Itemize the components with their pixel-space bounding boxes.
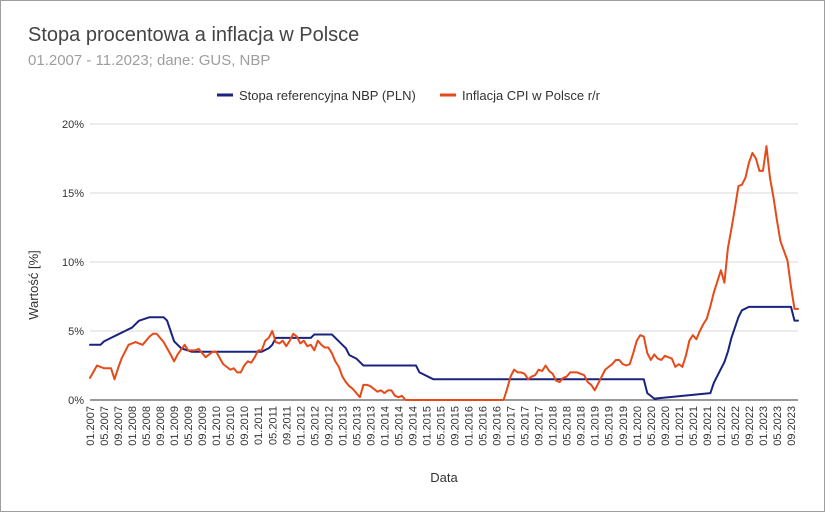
x-tick-label: 05.2018 <box>562 406 574 446</box>
x-tick-label: 01.2009 <box>169 406 181 446</box>
y-tick-label: 0% <box>68 395 84 407</box>
x-tick-label: 09.2014 <box>407 406 419 446</box>
series-lines <box>89 145 799 401</box>
y-tick-label: 20% <box>62 119 84 131</box>
x-tick-label: 05.2015 <box>435 406 447 446</box>
x-tick-label: 05.2011 <box>267 406 279 445</box>
x-tick-label: 01.2012 <box>295 406 307 446</box>
x-tick-label: 05.2016 <box>478 406 490 446</box>
x-tick-label: 09.2013 <box>365 406 377 446</box>
x-tick-label: 09.2012 <box>323 406 335 446</box>
x-tick-label: 09.2016 <box>492 406 504 446</box>
x-tick-label: 01.2007 <box>85 406 97 446</box>
grid <box>90 123 798 401</box>
x-tick-label: 09.2022 <box>744 406 756 446</box>
x-tick-label: 01.2022 <box>716 406 728 446</box>
chart-subtitle: 01.2007 - 11.2023; dane: GUS, NBP <box>28 52 271 69</box>
x-axis-title: Data <box>430 470 458 485</box>
x-tick-label: 01.2019 <box>590 406 602 446</box>
x-tick-label: 01.2021 <box>674 406 686 446</box>
x-tick-label: 01.2015 <box>421 406 433 446</box>
x-tick-label: 05.2007 <box>99 406 111 446</box>
x-tick-label: 09.2009 <box>197 406 209 446</box>
x-tick-label: 09.2008 <box>155 406 167 446</box>
x-tick-label: 05.2008 <box>141 406 153 446</box>
x-tick-label: 01.2010 <box>211 406 223 446</box>
x-tick-label: 09.2018 <box>576 406 588 446</box>
y-tick-labels: 0% 5% 10% 15% 20% <box>62 119 84 407</box>
x-tick-label: 05.2012 <box>309 406 321 446</box>
x-tick-labels: 01.2007 05.2007 09.2007 01.2008 05.2008 09.20… <box>85 406 798 446</box>
x-tick-label: 09.2023 <box>786 406 798 446</box>
x-tick-label: 05.2021 <box>688 406 700 446</box>
x-tick-label: 05.2023 <box>772 406 784 446</box>
y-tick-label: 5% <box>68 326 84 338</box>
x-tick-label: 09.2021 <box>702 406 714 446</box>
x-tick-label: 05.2022 <box>730 406 742 446</box>
x-tick-label: 01.2013 <box>337 406 349 446</box>
series-line-inflacja <box>89 145 799 401</box>
y-tick-label: 10% <box>62 257 84 269</box>
x-tick-label: 05.2010 <box>225 406 237 446</box>
x-tick-label: 05.2013 <box>351 406 363 446</box>
x-tick-label: 01.2008 <box>127 406 139 446</box>
series-line-stopa <box>89 305 799 400</box>
x-tick-label: 05.2014 <box>393 406 405 446</box>
x-tick-label: 05.2020 <box>646 406 658 446</box>
x-tick-label: 09.2010 <box>239 406 251 446</box>
x-tick-label: 09.2019 <box>618 406 630 446</box>
x-tick-label: 01.2016 <box>464 406 476 446</box>
legend: Stopa referencyjna NBP (PLN) Inflacja CP… <box>217 88 601 103</box>
x-tick-label: 05.2019 <box>604 406 616 446</box>
chart-title: Stopa procentowa a inflacja w Polsce <box>28 24 360 46</box>
x-tick-label: 01.2023 <box>758 406 770 446</box>
x-tick-label: 09.2020 <box>660 406 672 446</box>
x-tick-label: 09.2015 <box>450 406 462 446</box>
x-tick-label: 09.2011 <box>281 406 293 445</box>
x-tick-label: 09.2017 <box>534 406 546 446</box>
x-tick-label: 05.2017 <box>520 406 532 446</box>
legend-label-inflacja: Inflacja CPI w Polsce r/r <box>462 88 601 103</box>
x-tick-label: 05.2009 <box>183 406 195 446</box>
x-tick-label: 01.2020 <box>632 406 644 446</box>
x-tick-label: 09.2007 <box>113 406 125 446</box>
y-axis-title: Wartość [%] <box>26 250 41 320</box>
x-tick-label: 01.2014 <box>379 406 391 446</box>
y-tick-label: 15% <box>62 188 84 200</box>
x-tick-label: 01.2011 <box>253 406 265 445</box>
x-tick-label: 01.2018 <box>548 406 560 446</box>
x-tick-label: 01.2017 <box>506 406 518 446</box>
legend-label-stopa: Stopa referencyjna NBP (PLN) <box>239 88 416 103</box>
